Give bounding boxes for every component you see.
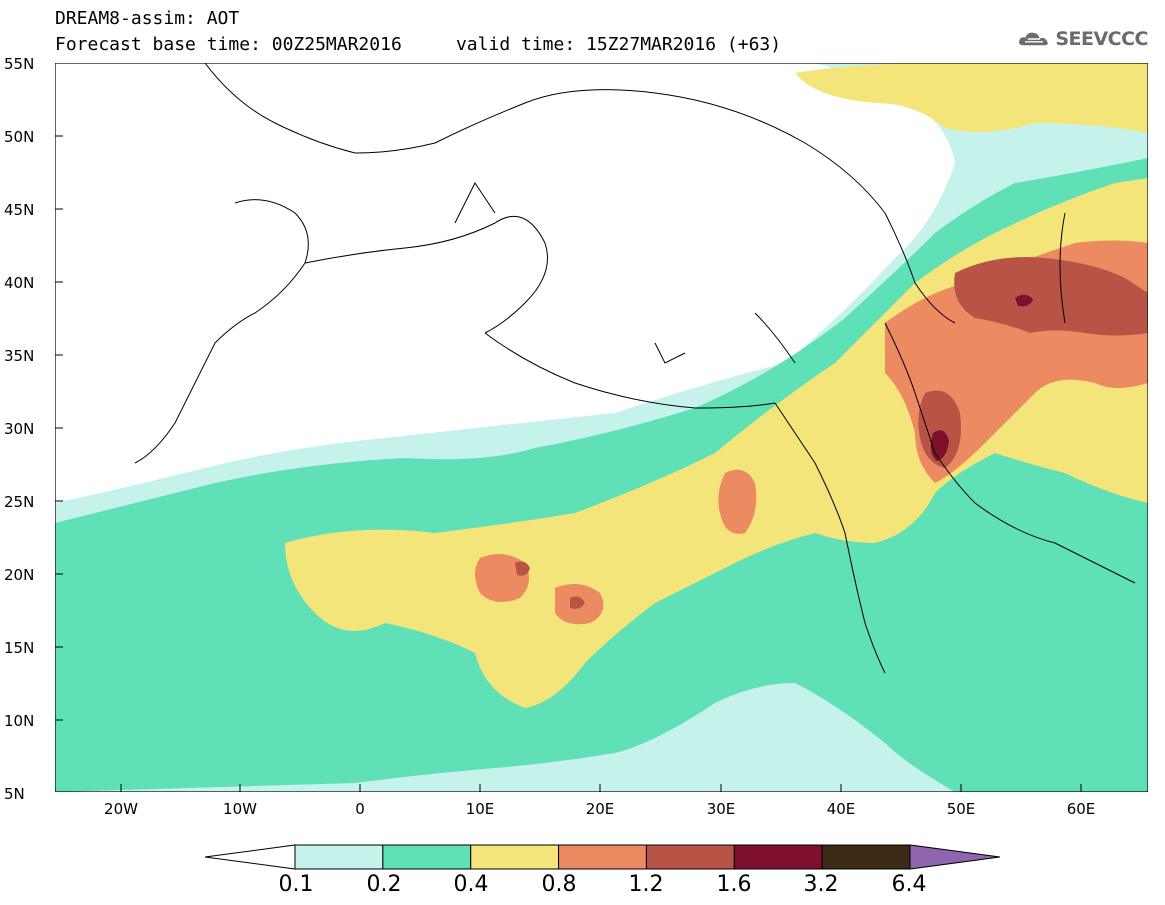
- lat-label: 20N: [4, 566, 35, 584]
- lat-label: 30N: [4, 420, 35, 438]
- seevccc-logo: SEEVCCC: [1018, 24, 1148, 54]
- colorbar-swatch: [558, 844, 647, 870]
- colorbar-label: 3.2: [803, 872, 839, 897]
- colorbar-overflow-arrow: [909, 844, 1000, 870]
- logo-text: SEEVCCC: [1055, 28, 1148, 50]
- colorbar-swatch: [470, 844, 560, 870]
- lon-label: 30E: [706, 800, 736, 818]
- coastlines: [134, 63, 1136, 674]
- colorbar-label: 1.6: [716, 872, 752, 897]
- map-title: DREAM8-assim: AOT: [55, 8, 240, 29]
- colorbar-label: 6.4: [891, 872, 927, 897]
- aot-map: [55, 63, 1148, 792]
- lat-label: 5N: [4, 785, 25, 803]
- colorbar-label: 1.2: [628, 872, 664, 897]
- colorbar-label: 0.1: [278, 872, 314, 897]
- colorbar-swatch: [733, 844, 823, 870]
- lon-label: 20E: [585, 800, 615, 818]
- lon-label: 40E: [826, 800, 856, 818]
- aot-contour-0.4-north: [795, 63, 1148, 133]
- lat-label: 55N: [4, 55, 35, 73]
- lon-label: 50E: [946, 800, 976, 818]
- aot-contour-1.2: [954, 257, 1148, 336]
- colorbar-label: 0.2: [366, 872, 402, 897]
- colorbar-swatch: [382, 844, 472, 870]
- colorbar-underflow-arrow: [205, 844, 296, 870]
- lon-label: 20W: [104, 800, 138, 818]
- lat-label: 45N: [4, 201, 35, 219]
- colorbar-swatch: [821, 844, 911, 870]
- lat-label: 40N: [4, 274, 35, 292]
- lat-label: 15N: [4, 639, 35, 657]
- lon-label: 60E: [1066, 800, 1096, 818]
- lat-label: 10N: [4, 712, 35, 730]
- colorbar-swatch: [645, 844, 735, 870]
- colorbar-label: 0.4: [453, 872, 489, 897]
- lon-label: 10E: [465, 800, 495, 818]
- lat-label: 35N: [4, 347, 35, 365]
- lon-label: 0: [355, 800, 365, 818]
- aot-contour-1.6: [1015, 294, 1033, 307]
- lat-label: 25N: [4, 493, 35, 511]
- colorbar: [205, 844, 1000, 870]
- aot-contour-0.2: [55, 158, 1148, 792]
- lon-label: 10W: [223, 800, 257, 818]
- map-time-info: Forecast base time: 00Z25MAR2016 valid t…: [55, 34, 782, 55]
- cloud-icon: [1019, 32, 1048, 46]
- colorbar-swatch: [294, 844, 384, 870]
- colorbar-label: 0.8: [541, 872, 577, 897]
- lat-label: 50N: [4, 128, 35, 146]
